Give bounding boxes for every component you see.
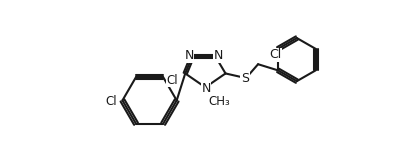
Text: N: N: [185, 49, 194, 62]
Text: Cl: Cl: [269, 48, 281, 61]
Text: S: S: [241, 72, 249, 85]
Text: N: N: [202, 82, 211, 95]
Text: Cl: Cl: [166, 74, 178, 87]
Text: N: N: [214, 49, 223, 62]
Text: Cl: Cl: [106, 96, 117, 108]
Text: CH₃: CH₃: [208, 95, 230, 108]
